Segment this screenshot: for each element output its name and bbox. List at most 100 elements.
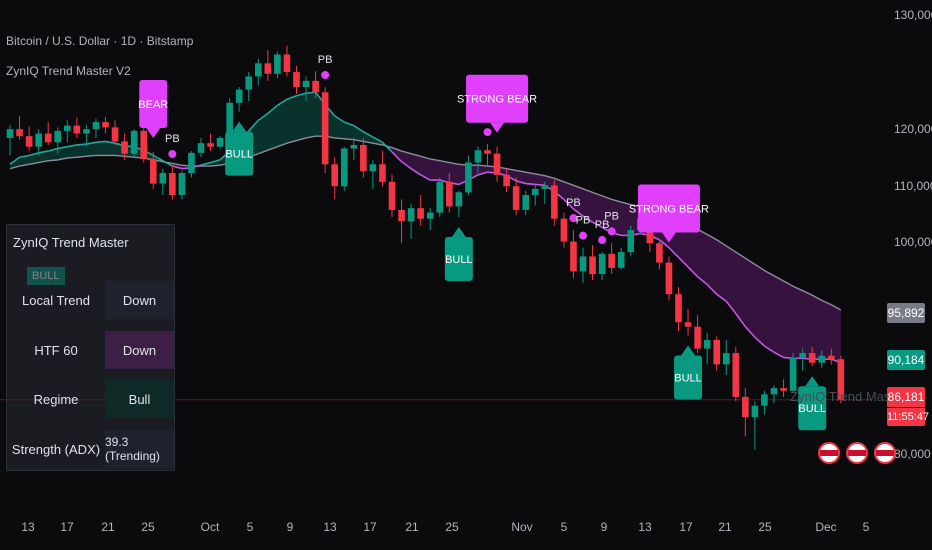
panel-row-value: Bull [105, 380, 174, 418]
candle-body [64, 125, 71, 131]
time-axis[interactable]: 13 17 21 25 Oct 5 9 13 17 21 25 Nov 5 9 … [0, 510, 872, 550]
panel-row-regime: Regime Bull [7, 380, 174, 418]
indicator-name[interactable]: ZynIQ Trend Master V2 [6, 64, 131, 78]
pullback-label: PB [604, 210, 619, 222]
time-tick: 5 [560, 520, 568, 534]
trend-ribbon-segment [210, 159, 221, 167]
candle-body [474, 150, 482, 163]
candle-body [207, 143, 214, 147]
candle-body [6, 129, 14, 138]
candle-body [436, 181, 444, 213]
candle-body [531, 188, 539, 195]
fast-ma-segment [162, 160, 173, 167]
price-badge-fast: 90,184 [887, 350, 925, 370]
fast-ma-segment [744, 326, 756, 338]
trend-ribbon-segment [449, 162, 459, 185]
candle-body [684, 322, 692, 327]
pullback-dot [168, 150, 177, 159]
fast-ma-segment [105, 140, 116, 144]
candle-body [302, 80, 310, 87]
price-tick: 100,000 [894, 235, 932, 249]
bear-signal-box [637, 184, 700, 233]
candle-body [197, 143, 205, 153]
candle-body [808, 353, 816, 363]
faded-bull-label: BULL [27, 267, 65, 285]
trend-ribbon-segment [439, 160, 450, 183]
fast-ma-segment [172, 165, 183, 170]
fast-ma-segment [687, 266, 699, 278]
symbol-title: Bitcoin / U.S. Dollar · 1D · Bitstamp [6, 34, 194, 48]
fast-ma-segment [525, 182, 536, 186]
watermark-label: ZynIQ Trend Master [790, 389, 906, 404]
fast-ma-segment [716, 293, 727, 302]
candle-body [789, 357, 797, 391]
time-tick: Oct [200, 520, 220, 534]
trend-ribbon-segment [306, 92, 316, 138]
trend-ribbon-segment [688, 223, 698, 277]
bull-signal-box [225, 131, 254, 176]
bull-signal-arrow [232, 121, 247, 132]
us-flag-icon[interactable] [818, 442, 840, 464]
pullback-dot [579, 231, 587, 240]
pullback-dot [569, 214, 578, 223]
candle-body [226, 102, 233, 138]
trend-ribbon-segment [344, 122, 354, 140]
trend-ribbon-segment [611, 199, 622, 236]
fast-ma-segment [57, 145, 68, 150]
fast-ma-segment [391, 151, 403, 163]
event-flags[interactable] [818, 442, 896, 464]
candle-body [722, 353, 730, 365]
fast-ma-segment [257, 112, 269, 122]
candle-body [417, 208, 424, 219]
panel-row-htf: HTF 60 Down [7, 331, 174, 369]
trend-ribbon-segment [258, 113, 268, 154]
bull-signal-label: BULL [798, 403, 826, 415]
candle-body [149, 158, 157, 184]
bear-signal-arrow [490, 122, 505, 133]
candle-body [73, 125, 81, 134]
candle-body [25, 136, 33, 147]
candle-body [369, 164, 377, 172]
panel-row-value: 39.3 (Trending) [105, 430, 174, 468]
price-tick: 110,000 [894, 179, 932, 193]
candle-body [283, 54, 291, 73]
candle-body [589, 256, 596, 275]
candle-body [178, 173, 186, 195]
candle-body [465, 162, 472, 193]
fast-ma-segment [353, 124, 364, 133]
trend-ribbon-segment [48, 148, 58, 161]
pullback-dot [607, 227, 616, 236]
trend-ribbon-segment [554, 178, 564, 200]
fast-ma-segment [9, 156, 21, 165]
panel-row-local-trend: Local Trend Down [7, 281, 174, 319]
candle-body [694, 326, 701, 349]
price-axis[interactable]: 130,000 120,000 110,000 100,000 80,000 [872, 0, 932, 510]
us-flag-icon[interactable] [846, 442, 868, 464]
fast-ma-segment [706, 283, 718, 295]
bull-signal-box [798, 386, 827, 431]
trend-ribbon-segment [76, 144, 87, 158]
candle-body [551, 185, 558, 219]
candle-body [274, 54, 281, 74]
time-tick: 13 [323, 520, 337, 534]
fast-ma-segment [563, 198, 575, 210]
trend-ribbon-segment [334, 115, 345, 139]
fast-ma-segment [267, 104, 278, 114]
us-flag-icon[interactable] [874, 442, 896, 464]
candle-body [340, 148, 348, 187]
candle-body [455, 192, 463, 207]
candle-body [665, 262, 673, 295]
candle-body [828, 355, 835, 360]
fast-ma-segment [697, 276, 708, 286]
fast-ma-segment [592, 221, 603, 229]
trend-ribbon-segment [573, 185, 583, 217]
fast-ma-segment [28, 152, 39, 157]
trend-ribbon-segment [592, 192, 603, 228]
trend-ribbon-segment [401, 151, 412, 169]
trend-ribbon-segment [821, 300, 832, 360]
time-tick: 13 [638, 520, 652, 534]
candle-body [293, 72, 300, 87]
candle-body [570, 241, 577, 272]
trend-ribbon-segment [783, 281, 794, 359]
